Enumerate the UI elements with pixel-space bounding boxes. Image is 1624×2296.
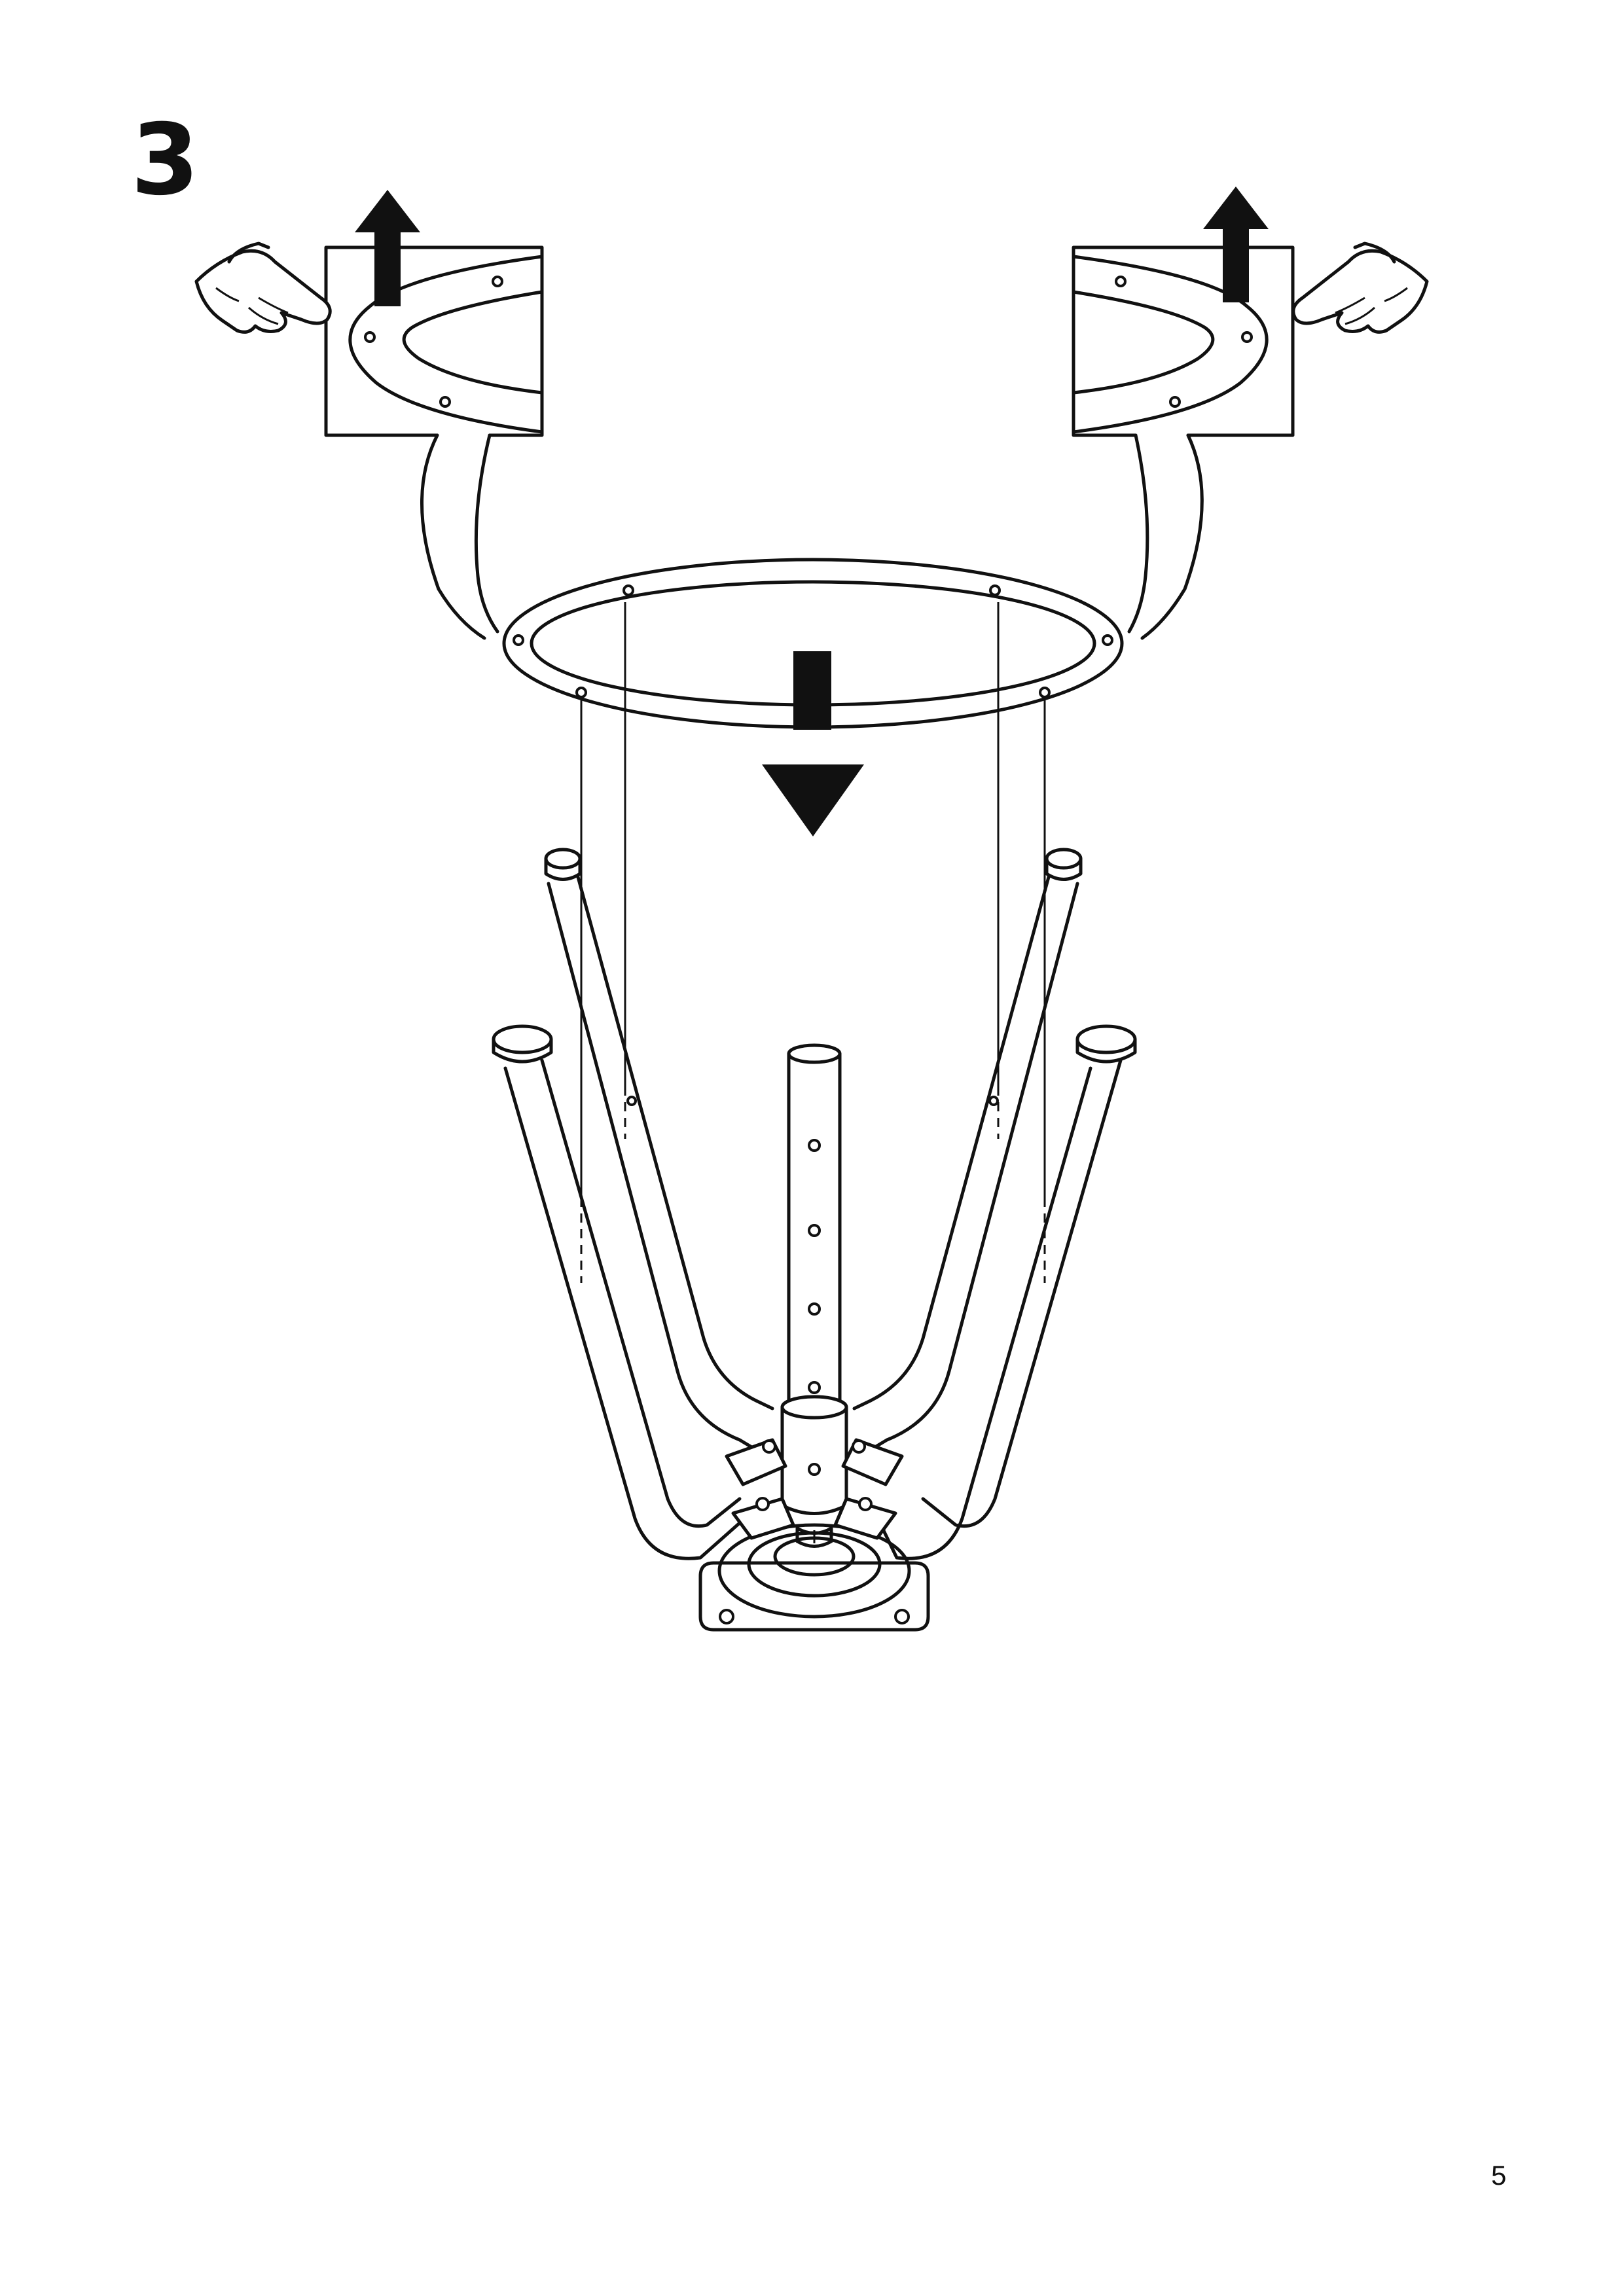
pointing-hand-icon [194,242,332,334]
arrow-up-icon [355,190,420,306]
arrow-up-icon [1203,187,1269,302]
stool-base [492,848,1137,1632]
page-number: 5 [1491,2160,1507,2191]
alignment-lines [580,602,1046,1283]
pointing-hand-icon [1291,242,1429,334]
step-number: 3 [131,103,200,217]
arrow-down-icon [762,651,864,836]
left-detail-inset [194,190,544,640]
right-detail-inset [1072,187,1429,640]
